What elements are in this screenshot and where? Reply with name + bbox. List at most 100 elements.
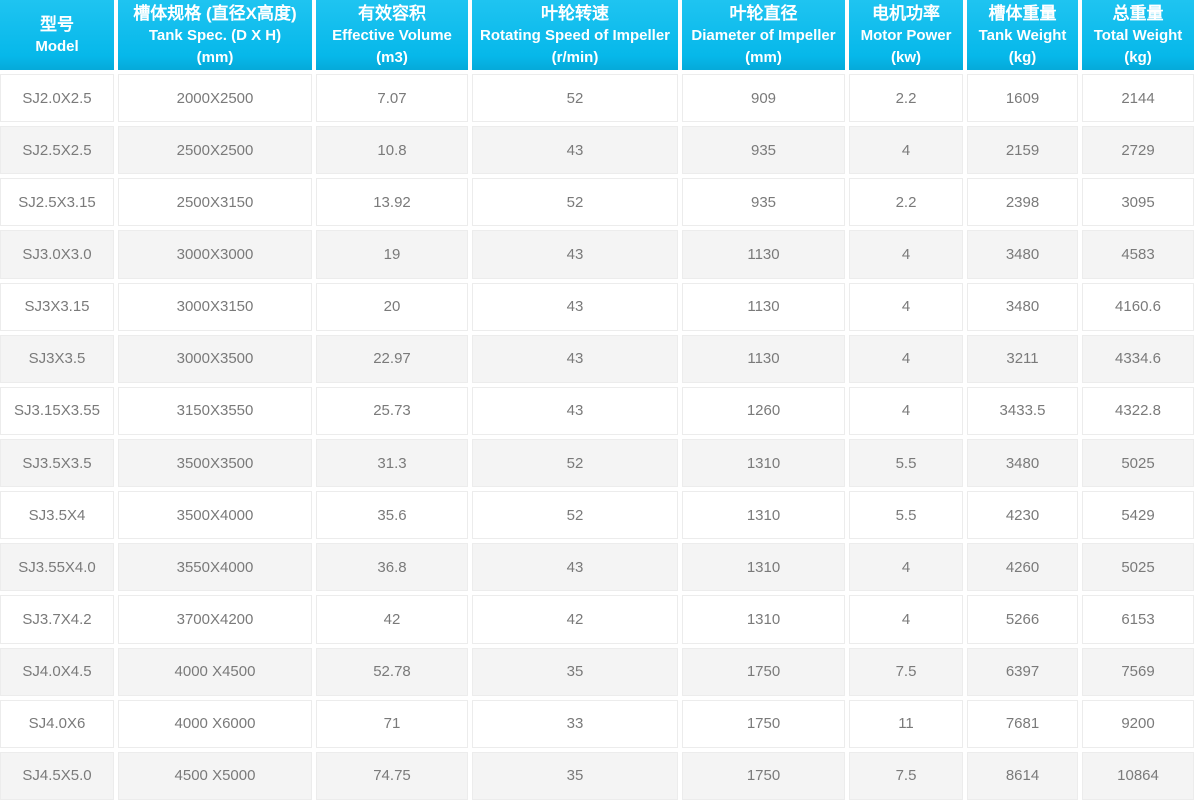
cell-motor-power: 5.5 [849, 438, 963, 488]
cell-tank-weight: 3480 [967, 438, 1078, 488]
column-header-zh: 总重量 [1112, 4, 1164, 23]
cell-effective-volume: 42 [316, 595, 468, 644]
cell-model: SJ4.0X6 [0, 699, 114, 748]
column-header-en: Diameter of Impeller [691, 27, 836, 44]
cell-motor-power: 4 [849, 595, 963, 644]
table-row: SJ2.0X2.5 2000X2500 7.07 52 909 2.2 1609 2144 [0, 74, 1194, 123]
cell-model: SJ3.0X3.0 [0, 230, 114, 279]
cell-total-weight: 5429 [1082, 491, 1194, 540]
cell-model: SJ4.0X4.5 [0, 647, 114, 696]
cell-impeller-diameter: 1310 [682, 595, 845, 644]
table-row: SJ4.0X4.5 4000 X4500 52.78 35 1750 7.5 6397 756… [0, 647, 1194, 696]
column-header-en: Total Weight [1093, 27, 1183, 44]
cell-rotating-speed: 43 [472, 543, 678, 592]
column-header-zh: 叶轮直径 [729, 4, 798, 23]
cell-model: SJ3X3.15 [0, 282, 114, 331]
cell-effective-volume: 13.92 [316, 178, 468, 227]
cell-total-weight: 5025 [1082, 543, 1194, 592]
cell-motor-power: 4 [849, 126, 963, 175]
cell-total-weight: 7569 [1082, 647, 1194, 696]
column-header-model: 型号 Model [0, 0, 114, 70]
column-header-unit: (m3) [376, 49, 408, 66]
cell-tank-spec: 4000 X4500 [118, 647, 312, 696]
cell-rotating-speed: 52 [472, 178, 678, 227]
column-header-zh: 叶轮转速 [541, 4, 609, 23]
cell-impeller-diameter: 1130 [682, 282, 845, 331]
cell-rotating-speed: 35 [472, 751, 678, 800]
cell-impeller-diameter: 935 [682, 178, 845, 227]
table-row: SJ2.5X2.5 2500X2500 10.8 43 935 4 2159 2729 [0, 126, 1194, 175]
cell-total-weight: 5025 [1082, 438, 1194, 488]
column-header-unit: (kg) [1008, 49, 1037, 66]
cell-motor-power: 4 [849, 386, 963, 435]
column-header-unit: (mm) [196, 49, 234, 66]
cell-effective-volume: 19 [316, 230, 468, 279]
cell-effective-volume: 71 [316, 699, 468, 748]
table-header-row: 型号 Model 槽体规格 (直径X高度) Tank Spec. (D X H) (mm… [0, 0, 1194, 70]
table-row: SJ3.5X3.5 3500X3500 31.3 52 1310 5.5 3480 5025 [0, 438, 1194, 488]
cell-total-weight: 2144 [1082, 74, 1194, 123]
cell-motor-power: 11 [849, 699, 963, 748]
cell-rotating-speed: 52 [472, 438, 678, 488]
column-header-en: Rotating Speed of Impeller [479, 27, 671, 44]
cell-motor-power: 4 [849, 334, 963, 383]
cell-effective-volume: 22.97 [316, 334, 468, 383]
cell-rotating-speed: 43 [472, 282, 678, 331]
column-header-unit: (mm) [745, 49, 782, 66]
cell-tank-weight: 3480 [967, 282, 1078, 331]
cell-impeller-diameter: 1750 [682, 647, 845, 696]
column-header-effective-volume: 有效容积 Effective Volume (m3) [316, 0, 468, 70]
cell-tank-weight: 3211 [967, 334, 1078, 383]
cell-tank-spec: 3500X4000 [118, 491, 312, 540]
cell-effective-volume: 25.73 [316, 386, 468, 435]
column-header-motor-power: 电机功率 Motor Power (kw) [849, 0, 963, 70]
table-row: SJ3X3.15 3000X3150 20 43 1130 4 3480 4160.6 [0, 282, 1194, 331]
cell-tank-weight: 7681 [967, 699, 1078, 748]
cell-total-weight: 9200 [1082, 699, 1194, 748]
table-row: SJ3.55X4.0 3550X4000 36.8 43 1310 4 4260 5025 [0, 543, 1194, 592]
column-header-unit: (kg) [1124, 49, 1152, 66]
cell-total-weight: 4322.8 [1082, 386, 1194, 435]
cell-tank-weight: 4230 [967, 491, 1078, 540]
cell-impeller-diameter: 1310 [682, 543, 845, 592]
cell-tank-spec: 3150X3550 [118, 386, 312, 435]
cell-effective-volume: 36.8 [316, 543, 468, 592]
cell-tank-weight: 2159 [967, 126, 1078, 175]
column-header-en: Tank Spec. (D X H) [148, 27, 282, 44]
column-header-zh: 槽体重量 [988, 4, 1057, 23]
column-header-zh: 电机功率 [872, 4, 940, 23]
cell-rotating-speed: 43 [472, 230, 678, 279]
cell-model: SJ2.5X2.5 [0, 126, 114, 175]
column-header-en: Effective Volume [332, 27, 452, 44]
cell-tank-weight: 5266 [967, 595, 1078, 644]
cell-motor-power: 2.2 [849, 74, 963, 123]
cell-impeller-diameter: 1260 [682, 386, 845, 435]
column-header-en: Model [35, 37, 79, 55]
column-header-en: Tank Weight [978, 27, 1067, 44]
cell-tank-spec: 3000X3500 [118, 334, 312, 383]
cell-model: SJ3.7X4.2 [0, 595, 114, 644]
cell-impeller-diameter: 1310 [682, 438, 845, 488]
column-header-impeller-diameter: 叶轮直径 Diameter of Impeller (mm) [682, 0, 845, 70]
cell-tank-spec: 3550X4000 [118, 543, 312, 592]
cell-total-weight: 4334.6 [1082, 334, 1194, 383]
cell-rotating-speed: 42 [472, 595, 678, 644]
cell-effective-volume: 10.8 [316, 126, 468, 175]
cell-rotating-speed: 43 [472, 386, 678, 435]
cell-total-weight: 2729 [1082, 126, 1194, 175]
table-row: SJ3X3.5 3000X3500 22.97 43 1130 4 3211 4334.6 [0, 334, 1194, 383]
column-header-zh: 槽体规格 (直径X高度) [133, 4, 297, 23]
cell-impeller-diameter: 909 [682, 74, 845, 123]
cell-rotating-speed: 35 [472, 647, 678, 696]
cell-model: SJ2.0X2.5 [0, 74, 114, 123]
cell-motor-power: 4 [849, 543, 963, 592]
cell-tank-weight: 3433.5 [967, 386, 1078, 435]
cell-impeller-diameter: 1130 [682, 230, 845, 279]
cell-impeller-diameter: 1310 [682, 491, 845, 540]
cell-motor-power: 2.2 [849, 178, 963, 227]
cell-total-weight: 6153 [1082, 595, 1194, 644]
table-row: SJ2.5X3.15 2500X3150 13.92 52 935 2.2 2398 3095 [0, 178, 1194, 227]
column-header-tank-spec: 槽体规格 (直径X高度) Tank Spec. (D X H) (mm) [118, 0, 312, 70]
column-header-en: Motor Power [860, 27, 952, 44]
